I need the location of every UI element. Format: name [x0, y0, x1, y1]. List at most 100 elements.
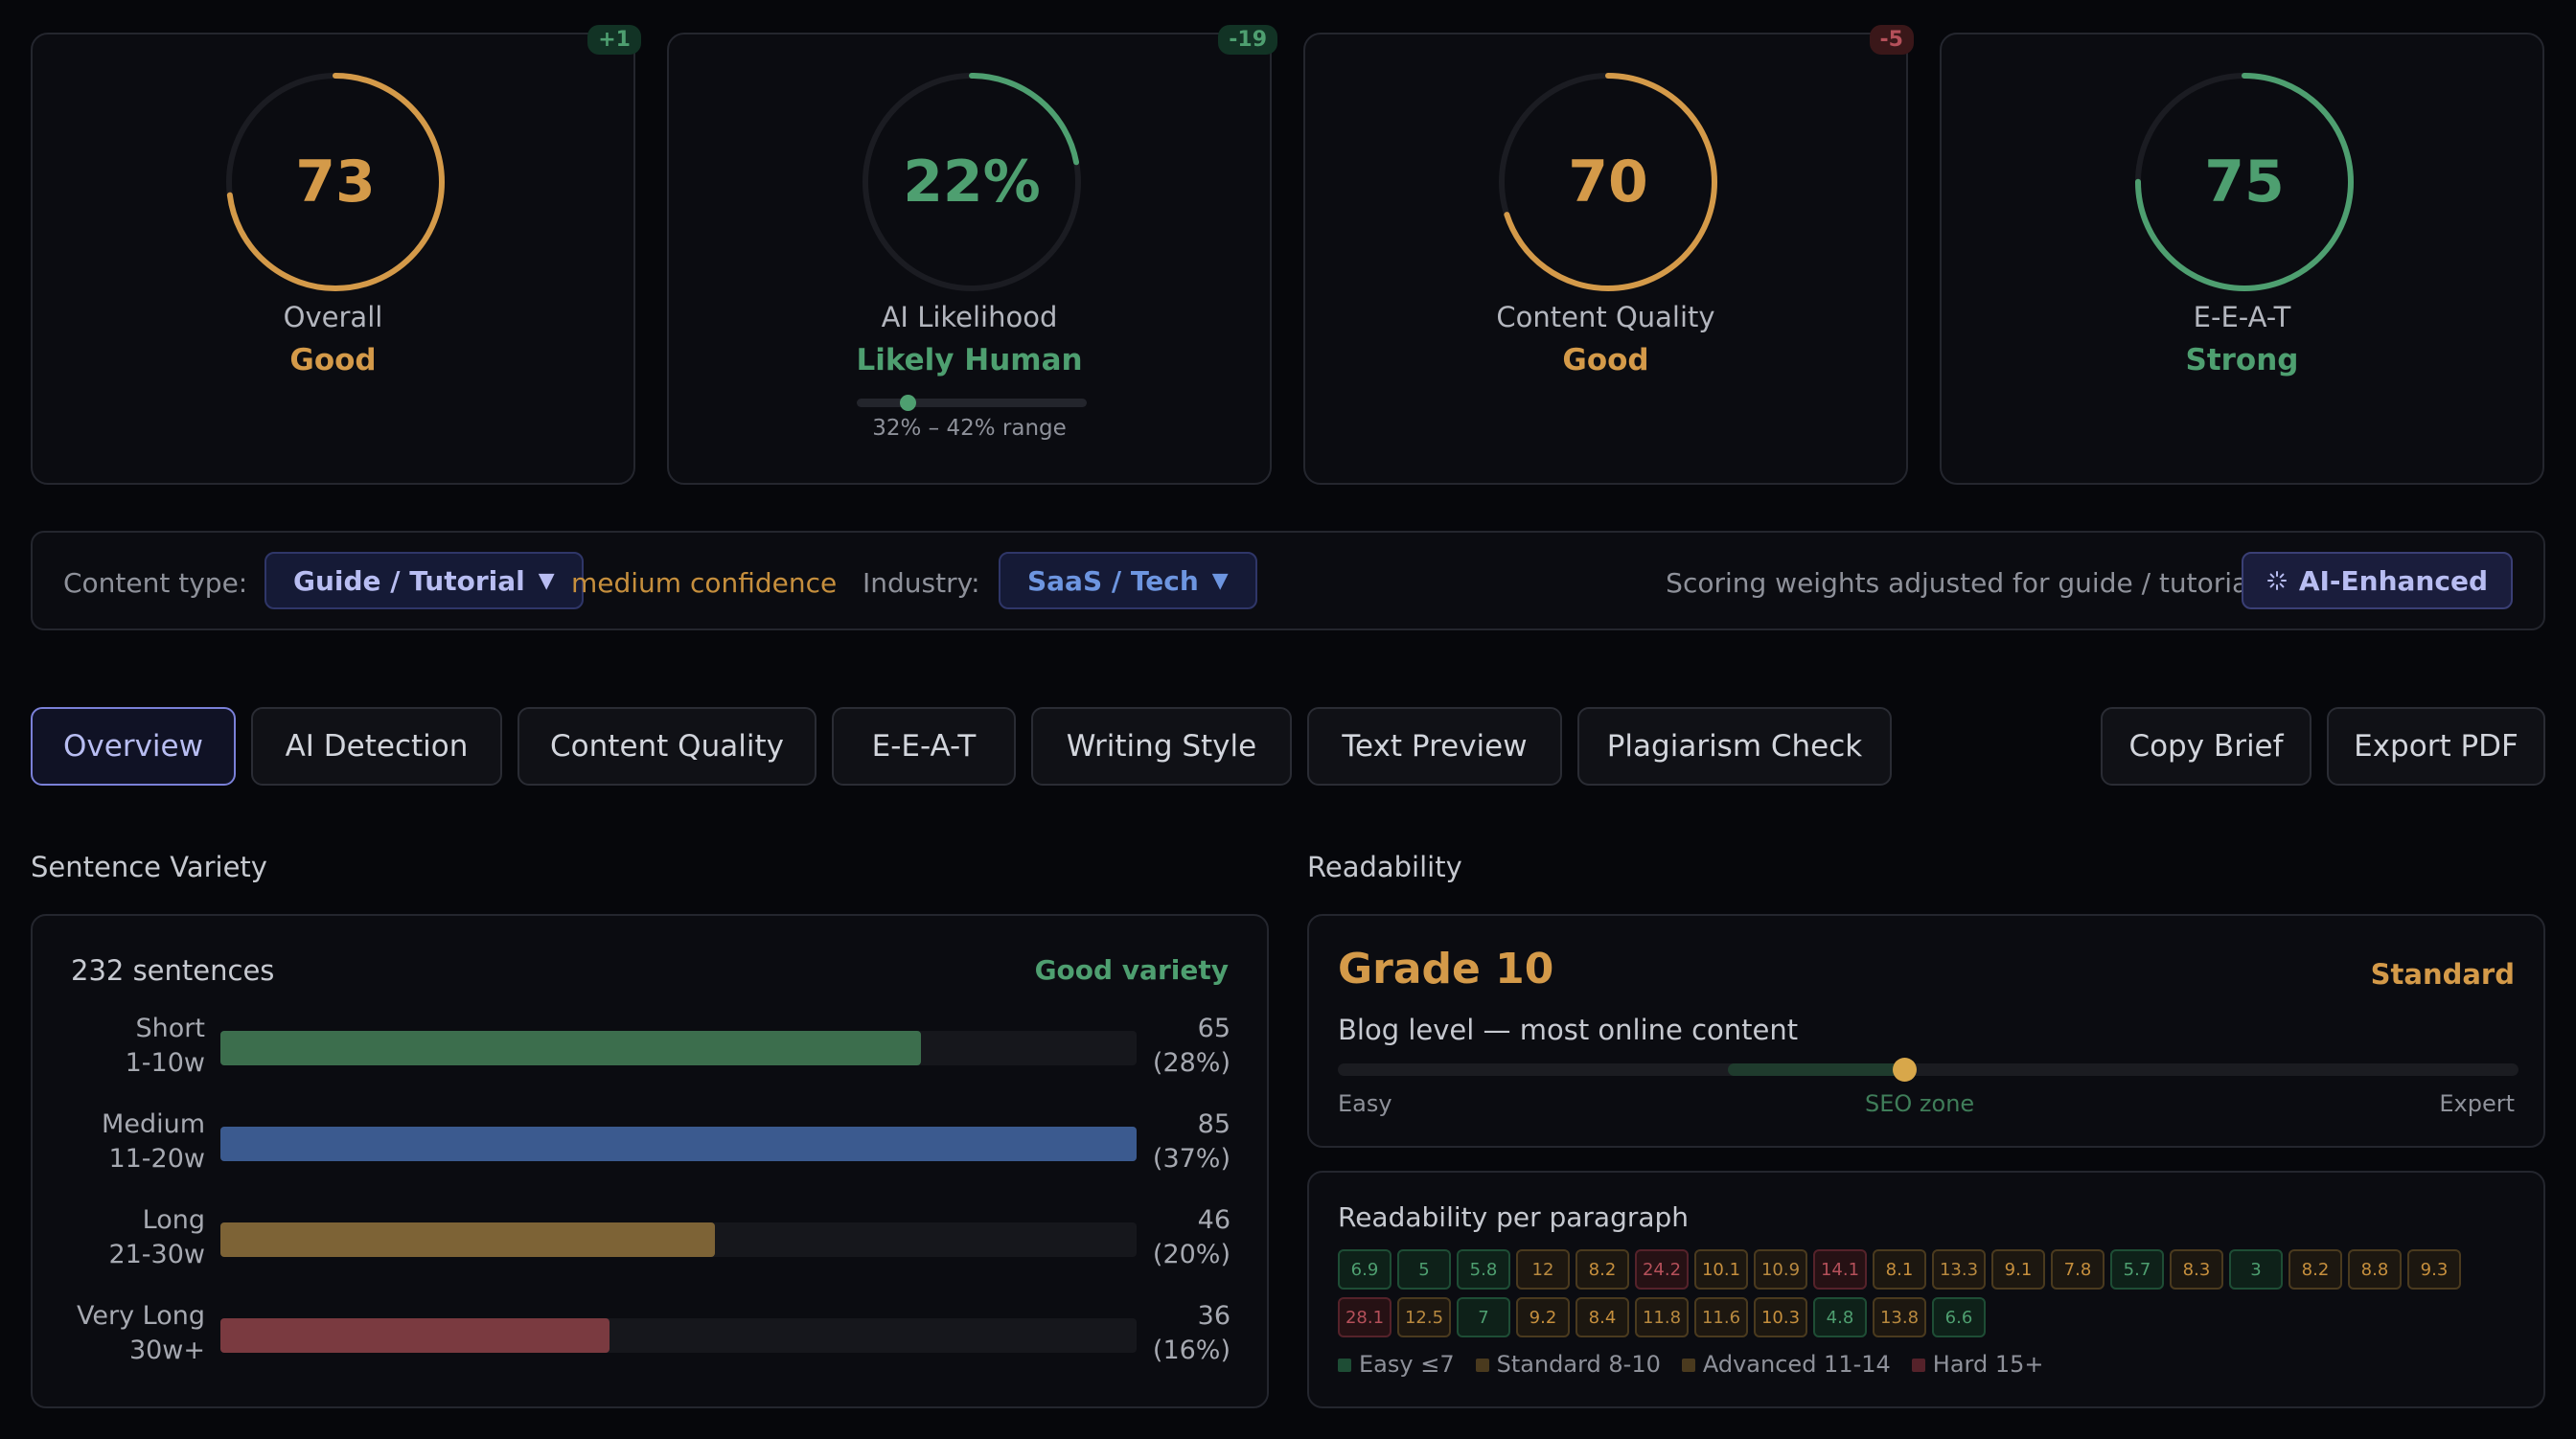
tab-text-preview[interactable]: Text Preview	[1307, 707, 1562, 786]
length-bucket-label: Long 21-30w	[108, 1205, 205, 1269]
industry-select[interactable]: SaaS / Tech ▼	[999, 552, 1257, 609]
tab-plagiarism-check[interactable]: Plagiarism Check	[1577, 707, 1892, 786]
paragraph-score-chip[interactable]: 10.1	[1694, 1249, 1748, 1290]
readability-per-paragraph-panel: Readability per paragraph 6.9 5 5.8 12 8.2 24…	[1307, 1171, 2545, 1408]
paragraph-score-chip[interactable]: 24.2	[1635, 1249, 1689, 1290]
ai-enhanced-badge[interactable]: AI-Enhanced	[2241, 552, 2513, 609]
paragraph-score-chip[interactable]: 12	[1516, 1249, 1570, 1290]
ai-range-text: 32% – 42% range	[872, 416, 1067, 441]
paragraph-score-chip[interactable]: 11.6	[1694, 1297, 1748, 1337]
paragraph-score-chip[interactable]: 8.4	[1576, 1297, 1629, 1337]
length-count: 85 (37%)	[1152, 1109, 1230, 1174]
score-value: 75	[2204, 148, 2285, 216]
paragraph-score-chip[interactable]: 8.1	[1873, 1249, 1926, 1290]
score-value: 70	[1568, 148, 1648, 216]
paragraph-score-chip[interactable]: 6.6	[1932, 1297, 1986, 1337]
length-bucket-label: Short 1-10w	[125, 1014, 205, 1078]
score-label: E-E-A-T	[2193, 301, 2291, 333]
content-type-select[interactable]: Guide / Tutorial ▼	[264, 552, 584, 609]
industry-value: SaaS / Tech	[1027, 564, 1199, 597]
readability-grade-panel: Grade 10 Standard Blog level — most onli…	[1307, 914, 2545, 1148]
ai-range-track	[857, 395, 1087, 411]
length-count: 65 (28%)	[1152, 1014, 1230, 1078]
legend-swatch	[1681, 1359, 1695, 1372]
length-count: 36 (16%)	[1152, 1301, 1230, 1365]
legend-item: Easy ≤7	[1338, 1351, 1455, 1378]
sentence-length-row: Very Long 30w+ 36 (16%)	[33, 1299, 1267, 1372]
score-ring	[1499, 73, 1717, 291]
paragraph-score-chip[interactable]: 7	[1457, 1297, 1510, 1337]
score-label: Overall	[283, 301, 383, 333]
paragraph-score-chip[interactable]: 6.9	[1338, 1249, 1392, 1290]
score-status: Strong	[2185, 343, 2299, 377]
seo-zone-band	[1727, 1063, 1905, 1076]
score-card: -5 70 Content Quality Good	[1303, 25, 1914, 485]
length-bar	[220, 1031, 922, 1065]
content-type-value: Guide / Tutorial	[293, 564, 525, 597]
chevron-down-icon: ▼	[538, 568, 555, 593]
export-pdf-button[interactable]: Export PDF	[2327, 707, 2545, 786]
tab-ai-detection[interactable]: AI Detection	[251, 707, 502, 786]
paragraph-score-chip[interactable]: 13.3	[1932, 1249, 1986, 1290]
paragraph-score-chip[interactable]: 28.1	[1338, 1297, 1392, 1337]
paragraph-score-chip[interactable]: 12.5	[1397, 1297, 1451, 1337]
score-label: Content Quality	[1496, 301, 1715, 333]
paragraph-score-chip[interactable]: 5	[1397, 1249, 1451, 1290]
legend-swatch	[1911, 1359, 1925, 1372]
sentence-variety-title: Sentence Variety	[31, 851, 267, 883]
score-card: -19 22% AI Likelihood Likely Human 32% – 4…	[667, 25, 1277, 485]
sentence-length-row: Medium 11-20w 85 (37%)	[33, 1108, 1267, 1180]
tab-overview[interactable]: Overview	[31, 707, 236, 786]
paragraph-score-chip[interactable]: 5.7	[2110, 1249, 2164, 1290]
legend-item: Hard 15+	[1911, 1351, 2044, 1378]
tab-eeat[interactable]: E-E-A-T	[832, 707, 1016, 786]
grade-status: Standard	[2370, 958, 2515, 991]
score-status: Likely Human	[856, 343, 1083, 377]
paragraph-score-chip[interactable]: 7.8	[2051, 1249, 2104, 1290]
industry-label: Industry:	[862, 567, 980, 599]
tab-content-quality[interactable]: Content Quality	[518, 707, 816, 786]
paragraph-score-chip[interactable]: 13.8	[1873, 1297, 1926, 1337]
paragraph-score-chip[interactable]: 14.1	[1813, 1249, 1867, 1290]
content-type-bar: Content type: Guide / Tutorial ▼ medium …	[31, 531, 2545, 630]
content-type-label: Content type:	[63, 567, 248, 599]
sentence-length-row: Long 21-30w 46 (20%)	[33, 1203, 1267, 1276]
paragraph-score-chip[interactable]: 10.9	[1754, 1249, 1807, 1290]
readability-legend: Easy ≤7 Standard 8-10 Advanced 11-14 Hard 1…	[1338, 1351, 2044, 1378]
ai-enhanced-label: AI-Enhanced	[2298, 564, 2488, 597]
tab-writing-style[interactable]: Writing Style	[1031, 707, 1292, 786]
paragraph-score-chip[interactable]: 10.3	[1754, 1297, 1807, 1337]
paragraph-score-chip[interactable]: 3	[2229, 1249, 2283, 1290]
length-bar-track	[220, 1127, 1137, 1161]
copy-brief-button[interactable]: Copy Brief	[2101, 707, 2312, 786]
paragraph-score-chip[interactable]: 11.8	[1635, 1297, 1689, 1337]
score-card: +1 73 Overall Good	[31, 25, 641, 485]
paragraph-score-chip[interactable]: 8.3	[2170, 1249, 2223, 1290]
score-value: 22%	[903, 148, 1041, 216]
paragraph-score-chip[interactable]: 4.8	[1813, 1297, 1867, 1337]
sparkle-icon	[2266, 571, 2287, 590]
sentence-length-row: Short 1-10w 65 (28%)	[33, 1012, 1267, 1085]
paragraph-score-chip[interactable]: 8.2	[2288, 1249, 2342, 1290]
score-card: 75 E-E-A-T Strong	[1940, 33, 2544, 485]
scoring-note: Scoring weights adjusted for guide / tut…	[1666, 567, 2256, 599]
paragraph-score-chip[interactable]: 8.2	[1576, 1249, 1629, 1290]
sentence-count: 232 sentences	[71, 954, 275, 987]
length-bar	[220, 1127, 1137, 1161]
readability-scale	[1338, 1058, 2518, 1082]
score-ring	[862, 73, 1081, 291]
paragraph-score-chip[interactable]: 8.8	[2348, 1249, 2402, 1290]
paragraph-score-chip[interactable]: 9.1	[1991, 1249, 2045, 1290]
grade-marker	[1893, 1058, 1918, 1082]
paragraph-score-chip[interactable]: 9.2	[1516, 1297, 1570, 1337]
score-label: AI Likelihood	[881, 301, 1058, 333]
paragraph-score-chip[interactable]: 9.3	[2407, 1249, 2461, 1290]
score-delta-badge: -5	[1869, 25, 1914, 55]
scale-expert-label: Expert	[2439, 1090, 2515, 1117]
scale-seo-zone-label: SEO zone	[1865, 1090, 1975, 1117]
length-bucket-label: Medium 11-20w	[102, 1109, 205, 1174]
score-status: Good	[289, 343, 377, 377]
score-status: Good	[1562, 343, 1649, 377]
paragraph-score-chip[interactable]: 5.8	[1457, 1249, 1510, 1290]
readability-title: Readability	[1307, 851, 1462, 883]
